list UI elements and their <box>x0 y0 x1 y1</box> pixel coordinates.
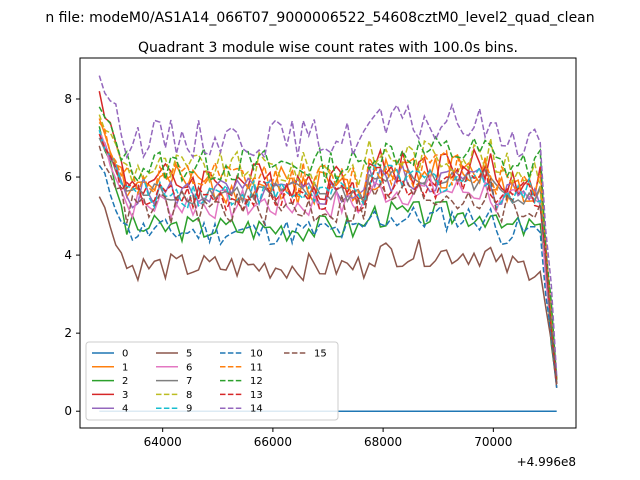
series-line-14 <box>98 75 558 377</box>
legend-label-12: 12 <box>250 376 263 387</box>
y-tick-label: 0 <box>64 404 72 418</box>
legend-label-15: 15 <box>314 349 327 360</box>
series-layer <box>98 75 558 412</box>
series-line-13 <box>98 133 558 384</box>
series-line-2 <box>98 126 558 385</box>
series-line-3 <box>98 91 558 381</box>
legend-label-8: 8 <box>186 390 192 401</box>
series-line-6 <box>98 129 558 384</box>
legend-label-3: 3 <box>122 390 128 401</box>
legend-label-4: 4 <box>122 404 128 415</box>
x-tick-label: 70000 <box>474 435 512 449</box>
legend-label-7: 7 <box>186 376 192 387</box>
series-line-9 <box>98 129 558 384</box>
y-tick-label: 8 <box>64 92 72 106</box>
y-tick-label: 4 <box>64 248 72 262</box>
plot-frame <box>79 57 577 429</box>
x-tick-label: 64000 <box>144 435 182 449</box>
series-line-10 <box>98 164 558 388</box>
legend-label-13: 13 <box>250 390 263 401</box>
legend-label-5: 5 <box>186 349 192 360</box>
legend-label-10: 10 <box>250 349 263 360</box>
chart-title: Quadrant 3 module wise count rates with … <box>138 40 518 56</box>
legend-label-11: 11 <box>250 362 263 373</box>
figure-suptitle: n file: modeM0/AS1A14_066T07_9000006522_… <box>45 10 594 26</box>
series-line-15 <box>98 145 558 384</box>
legend-label-0: 0 <box>122 349 128 360</box>
series-line-5 <box>98 196 558 388</box>
legend-label-6: 6 <box>186 362 192 373</box>
y-tick-label: 6 <box>64 170 72 184</box>
legend-label-14: 14 <box>250 404 263 415</box>
x-tick-label: 66000 <box>254 435 292 449</box>
legend-label-1: 1 <box>122 362 128 373</box>
x-tick-label: 68000 <box>364 435 402 449</box>
legend-label-9: 9 <box>186 404 192 415</box>
x-axis: 64000 66000 68000 70000 <box>144 428 512 449</box>
legend-label-2: 2 <box>122 376 128 387</box>
series-line-12 <box>98 106 558 381</box>
y-tick-label: 2 <box>64 326 72 340</box>
legend-frame <box>85 341 339 421</box>
y-axis: 0 2 4 6 8 <box>64 92 80 418</box>
x-axis-offset-label: +4.996e8 <box>517 455 576 469</box>
